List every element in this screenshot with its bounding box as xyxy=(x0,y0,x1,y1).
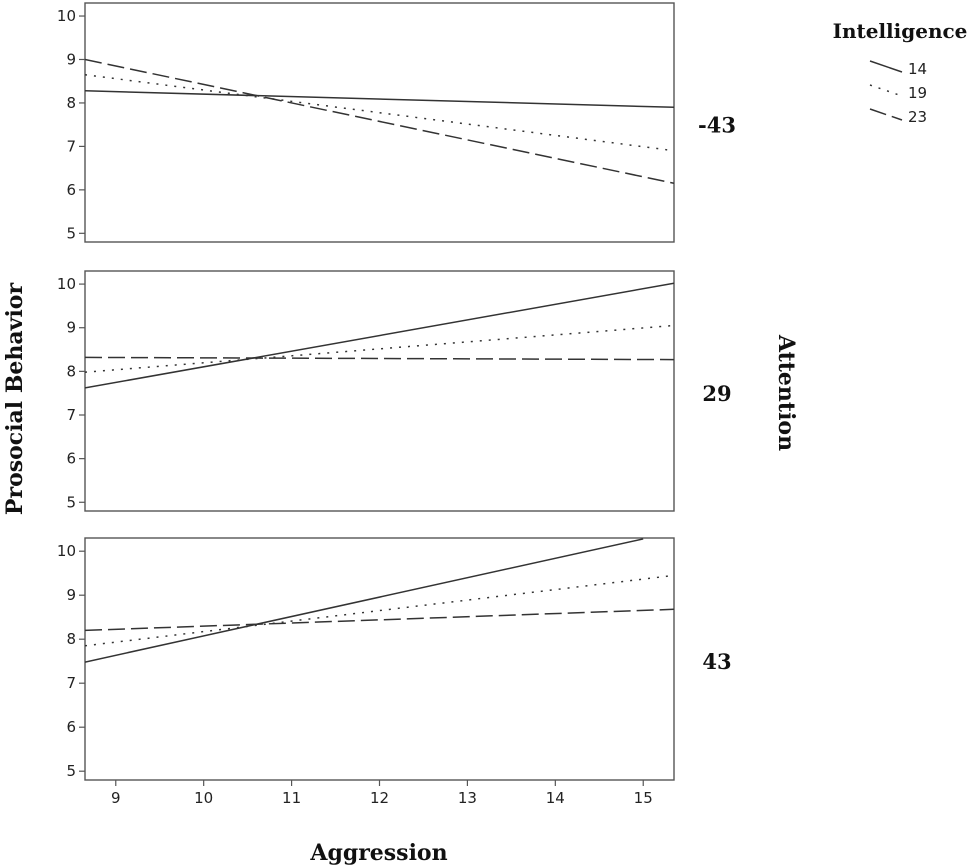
y-tick-label: 9 xyxy=(66,586,76,604)
y-tick-label: 6 xyxy=(66,718,76,736)
series-line-14 xyxy=(85,282,674,389)
panel-frame xyxy=(84,270,675,512)
y-tick-label: 9 xyxy=(66,50,76,68)
x-tick-label: 14 xyxy=(546,789,565,807)
y-tick-label: 5 xyxy=(66,493,76,511)
panel-frame xyxy=(84,2,675,243)
panel-label: 43 xyxy=(702,649,731,674)
panel-frame xyxy=(84,537,675,781)
panels-group: 5 6 7 8 9 10 -43 5 6 7 8 9 10 29 5 6 7 8 9 10 43 xyxy=(57,2,736,781)
legend-title: Intelligence xyxy=(833,19,968,43)
y-axis-title: Prosocial Behavior xyxy=(2,283,28,516)
series-line-23 xyxy=(85,356,674,361)
y-tick-label: 5 xyxy=(66,224,76,242)
y-tick-label: 8 xyxy=(66,630,76,648)
series-line-19 xyxy=(85,73,674,152)
legend-entry-14: 14 xyxy=(908,60,927,78)
y-tick-label: 7 xyxy=(66,137,76,155)
x-tick-label: 10 xyxy=(194,789,213,807)
y-tick-label: 7 xyxy=(66,406,76,424)
x-tick-label: 15 xyxy=(634,789,653,807)
facet-axis-title: Attention xyxy=(773,334,799,451)
panel-label: 29 xyxy=(702,381,731,406)
y-tick-label: 6 xyxy=(66,181,76,199)
x-tick-label: 12 xyxy=(370,789,389,807)
series-line-23 xyxy=(85,58,674,185)
y-tick-label: 10 xyxy=(57,7,76,25)
y-tick-label: 7 xyxy=(66,674,76,692)
legend-swatch-23 xyxy=(869,108,903,121)
y-tick-label: 9 xyxy=(66,319,76,337)
y-tick-label: 10 xyxy=(57,542,76,560)
x-axis-title: Aggression xyxy=(309,840,447,866)
legend-swatch-19 xyxy=(869,84,903,97)
legend-entry-23: 23 xyxy=(908,108,927,126)
y-tick-label: 5 xyxy=(66,762,76,780)
y-tick-label: 6 xyxy=(66,450,76,468)
panel-label: -43 xyxy=(698,113,736,138)
series-line-19 xyxy=(85,324,674,373)
panel-2: 5 6 7 8 9 10 29 xyxy=(57,270,732,512)
x-tick-label: 11 xyxy=(282,789,301,807)
y-tick-label: 10 xyxy=(57,275,76,293)
panel-3: 5 6 7 8 9 10 43 xyxy=(57,537,732,781)
legend: Intelligence 14 19 23 xyxy=(833,19,968,126)
legend-swatch-14 xyxy=(869,60,903,73)
panel-1: 5 6 7 8 9 10 -43 xyxy=(57,2,736,243)
series-line-14 xyxy=(85,538,644,663)
x-axis: 9 10 11 12 13 14 15 xyxy=(111,780,653,807)
x-tick-label: 13 xyxy=(458,789,477,807)
y-tick-label: 8 xyxy=(66,362,76,380)
y-tick-label: 8 xyxy=(66,94,76,112)
legend-entry-19: 19 xyxy=(908,84,927,102)
series-line-14 xyxy=(85,90,674,109)
x-tick-label: 9 xyxy=(111,789,121,807)
series-line-23 xyxy=(85,608,674,632)
series-line-19 xyxy=(85,574,674,647)
